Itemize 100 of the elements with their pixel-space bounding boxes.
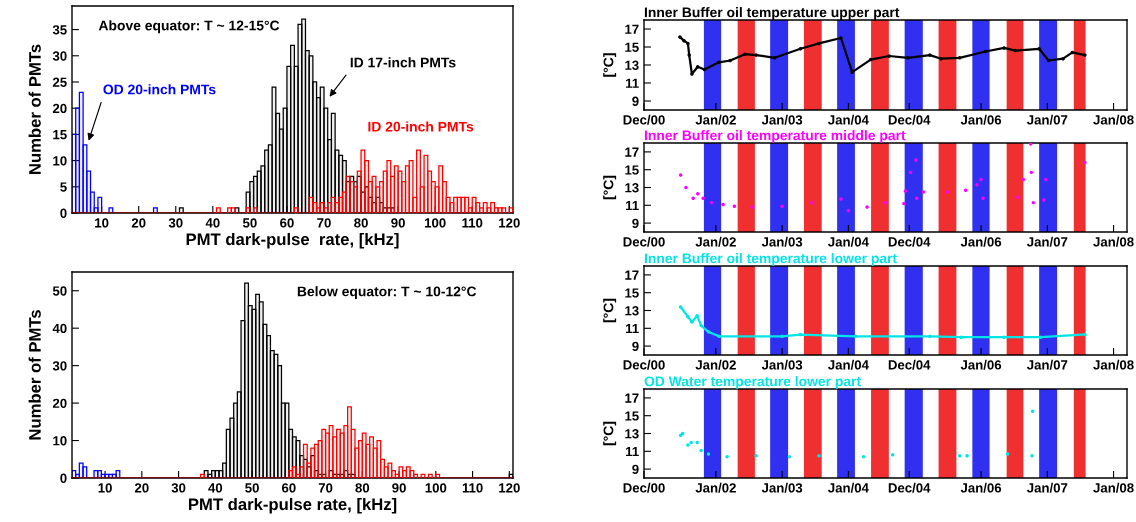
x-tick-label: 100 xyxy=(425,483,447,493)
y-tick-label: 13 xyxy=(625,429,639,439)
x-tick-label: Jan/07 xyxy=(1026,482,1068,493)
y-axis-title: Number of PMTs xyxy=(28,310,41,440)
x-tick-label: Jan/06 xyxy=(960,482,1002,493)
x-tick-label: Dec/00 xyxy=(623,359,665,370)
y-tick-label: 9 xyxy=(632,464,639,475)
x-tick-label: 60 xyxy=(280,218,294,228)
x-tick-label: Dec/04 xyxy=(888,114,931,125)
y-tick-label: 35 xyxy=(52,25,67,35)
x-tick-label: 100 xyxy=(425,218,446,228)
x-tick-label: 60 xyxy=(281,483,296,493)
x-tick-label: Jan/08 xyxy=(1093,482,1134,493)
x-tick-label: Dec/04 xyxy=(888,236,931,247)
x-tick-label: Jan/02 xyxy=(695,236,736,247)
y-tick-label: 11 xyxy=(626,447,639,457)
x-tick-label: Jan/04 xyxy=(828,114,869,125)
y-tick-label: 30 xyxy=(52,51,67,61)
y-tick-label: 15 xyxy=(625,411,639,421)
x-tick-label: Jan/06 xyxy=(960,236,1002,247)
x-tick-label: 10 xyxy=(98,483,112,493)
annotation: Above equator: T ~ 12-15°C xyxy=(98,20,280,34)
y-tick-label: 50 xyxy=(52,286,67,296)
y-tick-label: 25 xyxy=(52,77,67,87)
x-tick-label: 20 xyxy=(131,218,146,228)
x-tick-label: Jan/06 xyxy=(960,114,1002,125)
x-tick-label: Jan/07 xyxy=(1026,359,1068,370)
y-tick-label: 13 xyxy=(625,60,639,70)
x-tick-label: Jan/03 xyxy=(761,114,803,125)
x-tick-label: Dec/00 xyxy=(623,114,665,125)
x-tick-label: Jan/03 xyxy=(761,359,803,370)
x-axis-title: PMT dark-pulse rate, [kHz] xyxy=(186,232,399,249)
x-tick-label: Jan/02 xyxy=(695,482,736,493)
x-tick-label: 40 xyxy=(205,218,220,228)
annotation: Below equator: T ~ 10-12°C xyxy=(297,286,477,300)
x-tick-label: Jan/04 xyxy=(828,236,869,247)
y-tick-label: 9 xyxy=(632,341,639,352)
x-tick-label: 70 xyxy=(318,483,333,493)
y-tick-label: 10 xyxy=(53,436,67,446)
x-tick-label: Jan/02 xyxy=(695,114,736,125)
x-tick-label: Dec/00 xyxy=(623,482,665,493)
x-tick-label: Jan/08 xyxy=(1093,236,1134,247)
x-tick-label: 30 xyxy=(168,218,183,228)
x-axis-title: PMT dark-pulse rate, [kHz] xyxy=(188,497,397,514)
y-tick-label: 5 xyxy=(60,182,67,192)
x-tick-label: 120 xyxy=(499,218,520,228)
y-axis-title: [°C] xyxy=(603,421,617,446)
x-tick-label: Jan/04 xyxy=(828,482,869,493)
x-tick-label: 80 xyxy=(354,218,368,228)
chart-title: Inner Buffer oil temperature lower part xyxy=(644,253,897,266)
x-tick-label: 10 xyxy=(95,218,109,228)
y-tick-label: 17 xyxy=(625,393,639,403)
y-tick-label: 0 xyxy=(60,208,67,218)
x-tick-label: Dec/04 xyxy=(888,482,931,493)
x-tick-label: 110 xyxy=(462,218,483,228)
x-tick-label: 40 xyxy=(208,483,223,493)
y-tick-label: 17 xyxy=(625,24,639,34)
x-tick-label: 20 xyxy=(134,483,149,493)
y-tick-label: 40 xyxy=(52,323,67,334)
series-label: OD 20-inch PMTs xyxy=(103,84,216,95)
x-tick-label: Jan/03 xyxy=(761,482,803,493)
x-tick-label: Dec/04 xyxy=(888,359,931,370)
y-tick-label: 15 xyxy=(53,130,67,140)
x-tick-label: 90 xyxy=(392,483,406,493)
y-tick-label: 0 xyxy=(60,473,67,483)
y-tick-label: 11 xyxy=(626,78,639,88)
chart-title: Inner Buffer oil temperature middle part xyxy=(644,130,906,143)
y-tick-label: 15 xyxy=(625,165,639,175)
text: ID 17-inch PMTs xyxy=(350,57,456,68)
x-tick-label: Jan/04 xyxy=(828,359,869,370)
x-tick-label: 110 xyxy=(462,483,483,493)
x-tick-label: 30 xyxy=(171,483,186,493)
x-tick-label: 50 xyxy=(242,218,257,228)
x-tick-label: 70 xyxy=(317,218,331,228)
x-tick-label: 120 xyxy=(499,483,520,493)
y-tick-label: 20 xyxy=(52,398,67,408)
x-tick-label: Jan/08 xyxy=(1093,114,1134,125)
x-tick-label: 50 xyxy=(245,483,259,493)
y-tick-label: 15 xyxy=(625,42,639,52)
y-tick-label: 15 xyxy=(625,288,639,298)
y-axis-title: [°C] xyxy=(603,175,617,200)
chart-title: Inner Buffer oil temperature upper part xyxy=(644,7,900,20)
y-tick-label: 13 xyxy=(625,306,639,316)
y-axis-title: [°C] xyxy=(603,53,617,77)
y-axis-title: [°C] xyxy=(603,298,617,323)
y-tick-label: 10 xyxy=(53,156,67,166)
y-tick-label: 13 xyxy=(625,183,639,193)
x-tick-label: Dec/00 xyxy=(623,236,665,247)
series-label: ID 20-inch PMTs xyxy=(368,121,474,132)
y-tick-label: 17 xyxy=(625,147,639,157)
y-tick-label: 11 xyxy=(626,324,639,334)
y-tick-label: 20 xyxy=(52,103,67,114)
x-tick-label: Jan/08 xyxy=(1093,359,1134,370)
y-tick-label: 11 xyxy=(626,201,639,211)
y-tick-label: 9 xyxy=(632,96,639,106)
x-tick-label: Jan/06 xyxy=(960,359,1002,370)
x-tick-label: Jan/03 xyxy=(761,236,803,247)
y-axis-title: Number of PMTs xyxy=(28,44,41,174)
x-tick-label: 90 xyxy=(391,218,405,228)
x-tick-label: Jan/02 xyxy=(695,359,736,370)
